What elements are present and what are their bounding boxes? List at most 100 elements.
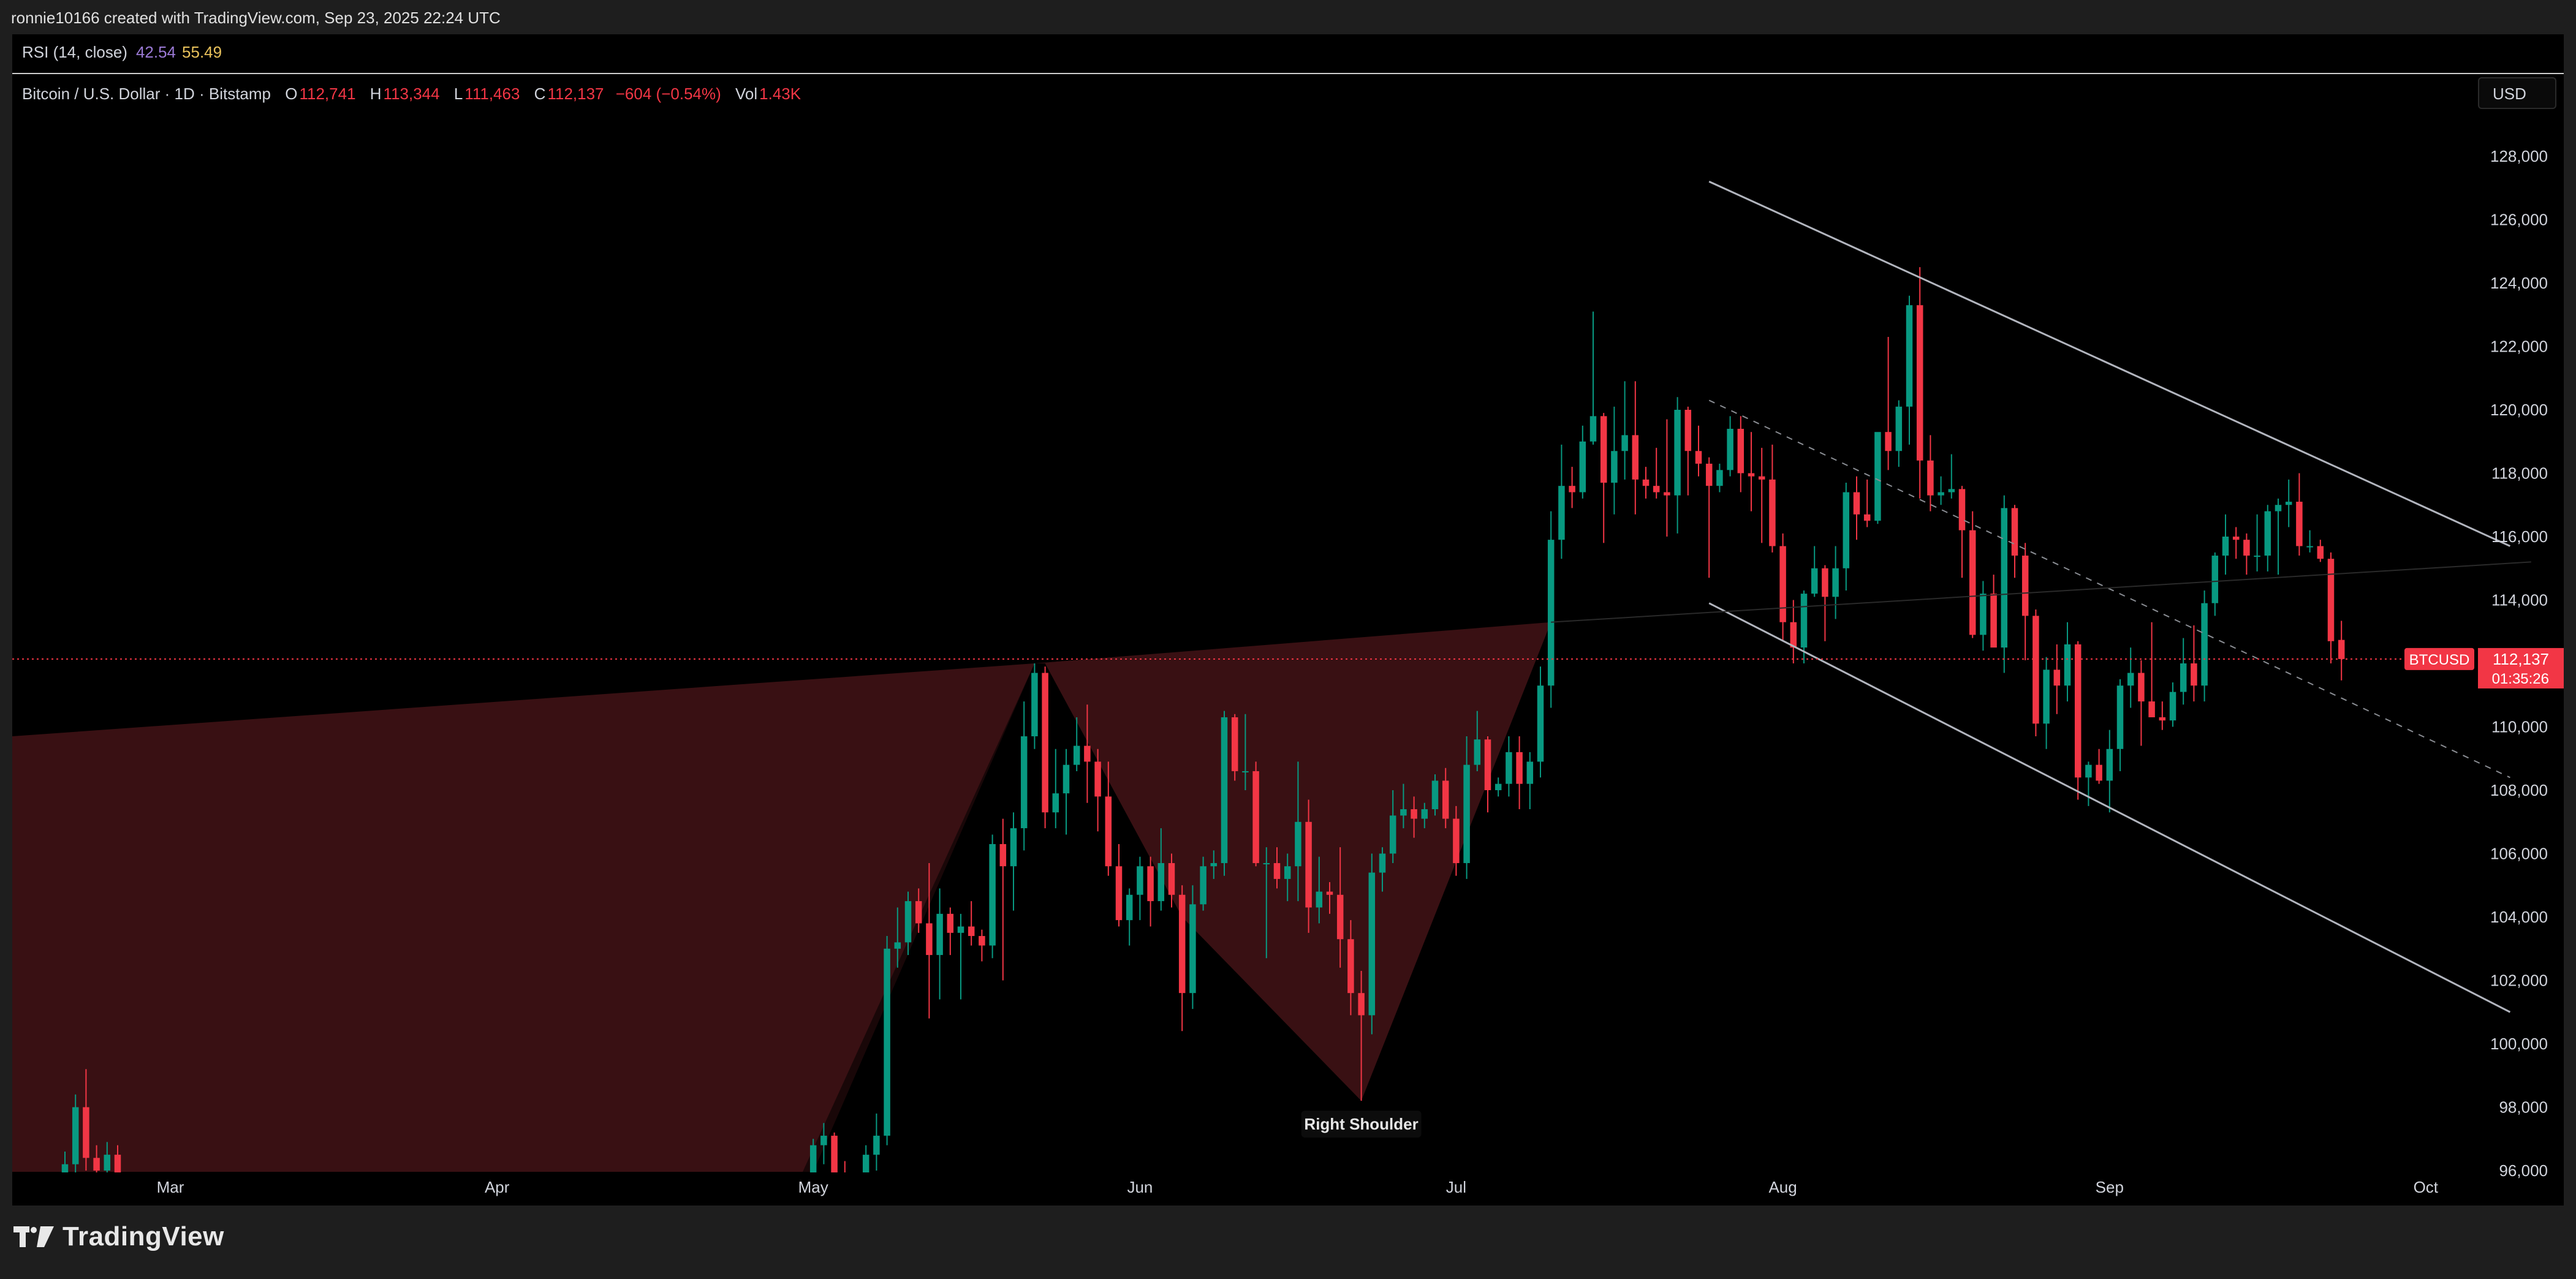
y-tick-label: 104,000 [2490,908,2548,926]
candle-down [1758,476,1765,480]
candle-down [2296,502,2303,546]
candle-down [1305,821,1312,908]
candle-down [2191,663,2197,686]
candle-up [1800,594,1808,648]
y-tick-label: 120,000 [2490,401,2548,419]
y-tick-label: 122,000 [2490,338,2548,356]
candle-down [1748,473,1755,477]
candle-up [1157,863,1165,902]
candle-up [1421,809,1428,819]
y-tick-label: 102,000 [2490,972,2548,990]
y-tick-label: 108,000 [2490,781,2548,799]
candle-up [2127,673,2134,686]
close-label: C [534,85,546,103]
rsi-value-1: 42.54 [135,43,176,61]
candle-up [2201,603,2208,686]
candle-down [1105,796,1112,867]
candle-up [1073,745,1080,765]
candle-up [1368,872,1376,1016]
candle-down [1273,863,1281,879]
right-shoulder-fill [1034,622,1551,1101]
candle-up [1716,470,1723,486]
candle-up [1674,410,1681,496]
candle-up [1020,736,1028,829]
candle-down [999,843,1007,867]
candle-up [884,948,890,1136]
x-tick-label: Apr [485,1178,510,1196]
candle-up [1526,761,1534,784]
x-tick-label: Sep [2096,1178,2124,1196]
candle-down [1863,514,1871,521]
y-axis[interactable]: 96,000 98,000 100,000 102,000 104,000 106,000… [2404,147,2564,1180]
candle-down [1990,594,1997,648]
candle-up [1200,866,1207,905]
candle-down [1790,622,1797,648]
candle-down [2232,537,2240,540]
candle-up [1221,717,1228,864]
candle-up [1895,406,1903,451]
candle-up [1063,764,1070,794]
candle-down [915,901,922,924]
candle-down [1358,993,1365,1016]
candle-down [1336,894,1344,940]
candle-down [2138,673,2145,702]
candle-down [1779,546,1786,622]
candle-up [1547,540,1555,686]
candle-up [1843,492,1850,568]
drawings-layer [12,181,2531,1013]
candle-up [989,843,996,946]
candle-down [1769,479,1776,546]
y-tick-label: 110,000 [2491,718,2548,736]
author-credit: ronnie10166 created with TradingView.com… [11,9,501,27]
candle-down [1168,863,1175,895]
symbol-title: Bitcoin / U.S. Dollar · 1D · Bitstamp [22,85,271,103]
y-tick-label: 116,000 [2491,527,2548,546]
candle-down [1632,435,1639,480]
x-tick-label: Mar [157,1178,184,1196]
right-shoulder-label-bg [1301,1111,1422,1138]
candle-up [1242,771,1249,772]
left-shoulder-fill [12,663,1035,1172]
candle-up [2285,502,2292,505]
candle-up [1284,866,1291,879]
price-badge-bg [2478,647,2564,689]
watermark-bar: ronnie10166 created with TradingView.com… [0,0,2576,34]
currency-button[interactable]: USD [2478,77,2556,109]
candle-down [2317,546,2324,559]
candle-down [1084,745,1091,762]
tradingview-logo[interactable]: TradingView [13,1221,224,1252]
high-label: H [369,85,382,103]
candle-up [1316,891,1323,908]
x-tick-label: Jul [1446,1178,1466,1196]
candles-layer [61,267,2345,1205]
x-tick-label: Oct [2414,1178,2439,1196]
candle-down [2032,616,2039,724]
channel-lower-line [1708,602,2511,1013]
candle-down [968,926,975,937]
price-chart[interactable]: Right Shoulder Mar Apr May Jun Jul Aug Sep Oct … [12,34,2564,1205]
candle-up [2211,556,2219,603]
rsi-legend[interactable]: RSI (14, close) 42.54 55.49 [22,43,222,62]
x-axis: Mar Apr May Jun Jul Aug Sep Oct [12,1172,2564,1205]
low-value: 111,463 [464,85,520,103]
candle-up [1263,863,1270,865]
symbol-badge-bg [2404,647,2474,670]
price-badge-countdown: 01:35:26 [2492,671,2549,687]
candle-up [1506,752,1512,784]
x-axis-band [12,1172,2564,1205]
candle-down [1042,673,1048,813]
x-tick-label: Jun [1127,1178,1153,1196]
change-value: −604 (−0.54%) [615,85,721,103]
candle-down [1958,489,1966,530]
candle-down [1516,752,1523,784]
candle-up [820,1136,827,1145]
candle-up [1126,894,1133,921]
neckline-extension [1551,561,2531,623]
candle-up [1431,780,1439,810]
price-badge-value: 112,137 [2493,650,2549,668]
candle-down [1147,866,1154,902]
candle-up [1589,416,1597,442]
candle-down [1178,894,1186,994]
candle-up [104,1155,111,1171]
